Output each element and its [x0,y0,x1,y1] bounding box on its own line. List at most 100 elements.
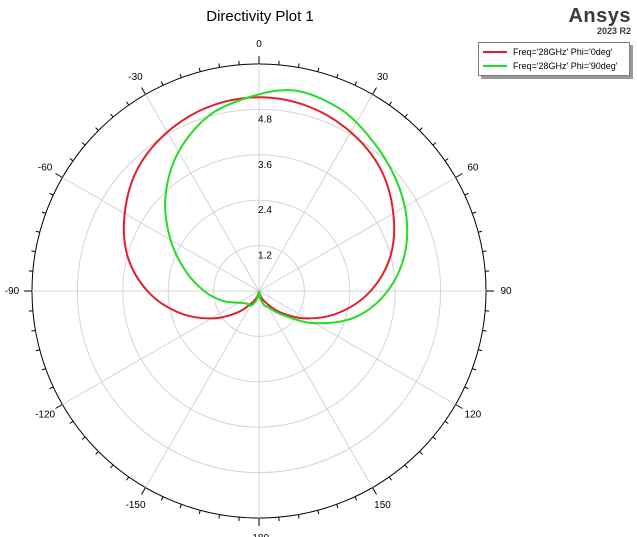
legend-label-phi90: Freq='28GHz' Phi='90deg' [513,61,618,71]
outer-tick [49,192,54,196]
outer-tick [35,349,40,352]
angle-tick-label: 90 [500,286,512,297]
grid-spoke [62,177,260,292]
outer-tick [198,510,201,515]
outer-tick [81,436,86,440]
brand-name: Ansys [568,5,631,27]
outer-tick [126,101,130,106]
outer-tick [179,73,182,78]
outer-tick [419,451,423,455]
brand-version: 2023 R2 [596,26,631,36]
radial-tick-label: 2.4 [258,205,272,216]
outer-tick [478,349,483,352]
outer-tick [69,420,74,424]
legend-entry-phi90[interactable]: Freq='28GHz' Phi='90deg' [483,59,617,73]
outer-tick [49,386,54,390]
outer-tick [404,464,408,469]
outer-tick [31,329,36,332]
outer-tick [317,510,320,515]
radial-tick-label: 3.6 [258,160,272,171]
legend-entry-phi0[interactable]: Freq='28GHz' Phi='0deg' [483,45,612,59]
angle-tick-label: 120 [465,410,482,421]
grid-spoke [258,177,456,292]
outer-tick [35,230,40,233]
outer-tick [432,436,437,440]
outer-tick [372,87,377,95]
outer-tick [218,514,221,519]
angle-tick-label: 0 [256,39,262,50]
outer-tick [482,250,487,253]
outer-tick [297,514,300,519]
outer-tick [95,451,99,455]
outer-tick [478,230,483,233]
outer-tick [336,504,339,509]
legend[interactable]: Freq='28GHz' Phi='0deg' Freq='28GHz' Phi… [478,42,630,76]
outer-tick [160,81,164,86]
radial-tick-label: 1.2 [258,251,272,262]
outer-tick [354,496,358,501]
outer-tick [419,127,423,131]
grid-spoke [258,290,456,405]
outer-tick [388,476,392,481]
outer-tick [336,73,339,78]
legend-label-phi0: Freq='28GHz' Phi='0deg' [513,47,613,57]
outer-tick [444,420,449,424]
legend-swatch-phi90 [483,65,507,67]
radial-tick-label: 4.8 [258,114,272,125]
ring-labels: 1.2 2.4 3.6 4.8 [258,114,272,261]
outer-tick [317,67,320,72]
outer-tick [482,329,487,332]
grid-spoke [145,290,260,488]
angle-tick-label: -120 [35,410,55,421]
angle-tick-label: -180 [249,533,269,537]
outer-tick [126,476,130,481]
outer-tick [455,404,463,409]
grid-spoke [145,94,260,292]
trace-phi90 [164,89,409,325]
outer-tick [141,87,146,95]
outer-tick [354,81,358,86]
outer-tick [55,404,63,409]
traces [122,89,409,325]
outer-tick [81,142,86,146]
angle-tick-label: -30 [128,72,143,83]
outer-tick [372,487,377,495]
outer-tick [464,386,469,390]
angle-tick-label: 150 [374,500,391,511]
outer-tick [432,142,437,146]
chart-title: Directivity Plot 1 [206,8,314,25]
outer-tick [455,173,463,178]
outer-tick [198,67,201,72]
angle-labels: 0 30 60 90 120 150 -180 -150 -120 -90 -60 -30 [5,39,512,537]
outer-tick [444,158,449,162]
outer-tick [41,368,46,371]
angle-tick-label: 60 [467,163,479,174]
outer-tick [297,63,300,68]
grid-spoke [258,290,373,488]
angle-tick-label: -60 [38,163,53,174]
outer-tick [69,158,74,162]
legend-swatch-phi0 [483,51,507,53]
outer-tick [55,173,63,178]
angle-tick-label: -90 [5,286,20,297]
outer-tick [41,211,46,214]
outer-tick [472,368,477,371]
trace-phi0 [122,96,396,320]
outer-tick [464,192,469,196]
outer-tick [160,496,164,501]
brand-logo: Ansys 2023 R2 [568,6,631,36]
outer-ticks [24,56,494,526]
outer-tick [141,487,146,495]
outer-tick [404,113,408,118]
outer-tick [472,211,477,214]
grid-spoke [62,290,260,405]
outer-tick [179,504,182,509]
outer-tick [95,127,99,131]
grid-spoke [258,94,373,292]
outer-tick [218,63,221,68]
angle-tick-label: -150 [125,500,145,511]
outer-tick [31,250,36,253]
outer-tick [388,101,392,106]
grid-spokes [32,64,486,518]
